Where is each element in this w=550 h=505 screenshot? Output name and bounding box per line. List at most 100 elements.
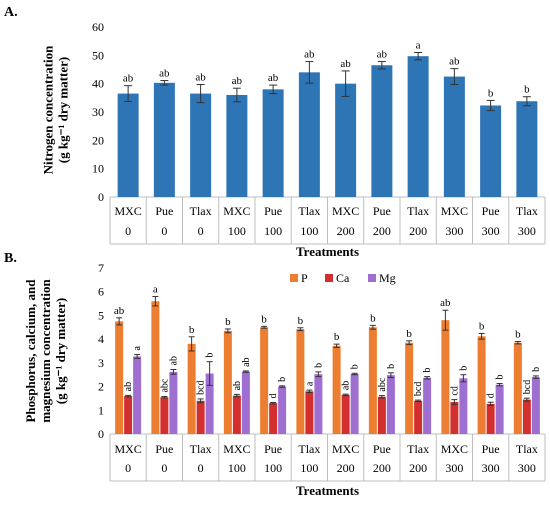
significance-letter: b bbox=[458, 366, 469, 371]
bar-ca bbox=[232, 395, 241, 434]
significance-letter: ab bbox=[340, 58, 351, 70]
significance-letter: b bbox=[386, 364, 397, 369]
category-dose-label: 0 bbox=[198, 461, 204, 475]
bar-mg bbox=[133, 356, 142, 434]
bar-ca bbox=[486, 403, 495, 434]
y-tick-label: 60 bbox=[92, 20, 104, 34]
significance-letter: b bbox=[225, 316, 231, 328]
category-dose-label: 200 bbox=[337, 461, 355, 475]
bar-mg bbox=[423, 377, 432, 434]
category-dose-label: 300 bbox=[482, 461, 500, 475]
y-tick-label: 6 bbox=[98, 285, 104, 299]
significance-letter: a bbox=[153, 283, 158, 295]
category-dose-label: 300 bbox=[445, 224, 463, 238]
bar-ca bbox=[341, 394, 350, 434]
bar-mg bbox=[386, 375, 395, 434]
bar-mg bbox=[241, 371, 250, 434]
y-tick-label: 4 bbox=[98, 332, 104, 346]
bar-p bbox=[368, 327, 377, 434]
bar-ca bbox=[269, 403, 278, 434]
significance-letter: b bbox=[313, 363, 324, 368]
category-dose-label: 0 bbox=[125, 224, 131, 238]
y-axis-title: (g kg⁻¹ dry matter) bbox=[53, 298, 68, 404]
significance-letter: a bbox=[304, 381, 315, 386]
y-tick-label: 1 bbox=[98, 403, 104, 417]
category-dose-label: 0 bbox=[161, 224, 167, 238]
category-dose-label: 300 bbox=[482, 224, 500, 238]
significance-letter: cd bbox=[449, 386, 460, 395]
category-dose-label: 0 bbox=[125, 461, 131, 475]
y-tick-label: 3 bbox=[98, 356, 104, 370]
y-tick-label: 0 bbox=[98, 427, 104, 441]
significance-letter: b bbox=[406, 328, 412, 340]
bar-n bbox=[407, 56, 429, 197]
significance-letter: b bbox=[277, 377, 288, 382]
bar-ca bbox=[377, 396, 386, 434]
category-origin-label: Tlax bbox=[298, 204, 320, 218]
significance-letter: ab bbox=[168, 356, 179, 365]
category-origin-label: Tlax bbox=[516, 204, 538, 218]
bar-n bbox=[153, 82, 175, 197]
category-dose-label: 100 bbox=[300, 224, 318, 238]
bar-mg bbox=[278, 386, 287, 434]
bar-p bbox=[477, 336, 486, 434]
category-dose-label: 300 bbox=[518, 224, 536, 238]
category-origin-label: Pue bbox=[373, 442, 391, 456]
bar-p bbox=[187, 343, 196, 434]
significance-letter: b bbox=[350, 364, 361, 369]
significance-letter: ab bbox=[232, 381, 243, 390]
bar-p bbox=[441, 320, 450, 434]
bar-ca bbox=[196, 400, 205, 434]
significance-letter: bcd bbox=[196, 380, 207, 394]
bar-n bbox=[262, 89, 284, 197]
y-tick-label: 50 bbox=[92, 48, 104, 62]
significance-letter: b bbox=[334, 331, 340, 343]
bar-n bbox=[335, 83, 357, 197]
bar-ca bbox=[522, 399, 531, 434]
category-dose-label: 200 bbox=[337, 224, 355, 238]
significance-letter: b bbox=[479, 320, 485, 332]
bar-ca bbox=[160, 397, 169, 434]
bar-n bbox=[480, 105, 502, 197]
bar-mg bbox=[314, 374, 323, 434]
legend-swatch bbox=[368, 274, 376, 282]
significance-letter: a bbox=[132, 346, 143, 351]
y-tick-label: 2 bbox=[98, 380, 104, 394]
bar-n bbox=[443, 76, 465, 197]
category-dose-label: 300 bbox=[518, 461, 536, 475]
y-axis-title: Nitrogen concentration bbox=[41, 45, 56, 174]
bar-n bbox=[190, 93, 212, 197]
panel-label: A. bbox=[4, 5, 18, 20]
bar-p bbox=[260, 327, 269, 434]
category-origin-label: Pue bbox=[373, 204, 391, 218]
bar-p bbox=[332, 345, 341, 434]
legend-label: Ca bbox=[336, 271, 350, 285]
significance-letter: bcd bbox=[522, 380, 533, 394]
bar-mg bbox=[531, 377, 540, 434]
category-dose-label: 100 bbox=[264, 224, 282, 238]
significance-letter: ab bbox=[114, 305, 125, 317]
category-origin-label: Pue bbox=[155, 204, 173, 218]
category-dose-label: 0 bbox=[161, 461, 167, 475]
category-origin-label: MXC bbox=[332, 204, 359, 218]
significance-letter: b bbox=[488, 87, 494, 99]
bar-n bbox=[371, 65, 393, 197]
category-origin-label: Tlax bbox=[407, 204, 429, 218]
category-dose-label: 200 bbox=[409, 224, 427, 238]
category-dose-label: 100 bbox=[228, 224, 246, 238]
bar-p bbox=[223, 330, 232, 434]
legend-label: P bbox=[301, 271, 308, 285]
bar-ca bbox=[305, 391, 314, 434]
y-tick-label: 7 bbox=[98, 261, 104, 275]
y-tick-label: 40 bbox=[92, 77, 104, 91]
x-axis-title: Treatments bbox=[296, 483, 359, 498]
bar-ca bbox=[450, 401, 459, 434]
significance-letter: ab bbox=[449, 56, 460, 68]
bar-ca bbox=[414, 400, 423, 434]
significance-letter: ab bbox=[304, 49, 315, 61]
y-axis-title: Phosphorus, calcium, and bbox=[23, 279, 38, 423]
category-origin-label: Pue bbox=[482, 204, 500, 218]
significance-letter: ab bbox=[195, 72, 206, 84]
y-tick-label: 20 bbox=[92, 133, 104, 147]
